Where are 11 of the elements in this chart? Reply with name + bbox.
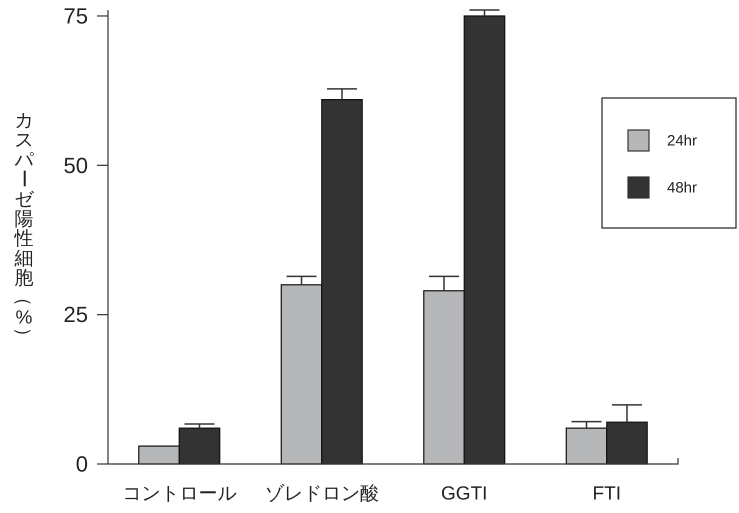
- y-tick-label: 50: [64, 152, 88, 178]
- x-tick-label: ゾレドロン酸: [264, 484, 379, 504]
- x-tick-label: GGTI: [441, 484, 488, 504]
- y-tick-label: 25: [64, 302, 88, 328]
- legend-label: 48hr: [667, 180, 698, 196]
- y-axis-title: カスパーゼ陽性細胞（%）: [12, 110, 34, 346]
- y-tick-label: 75: [64, 3, 88, 28]
- x-tick-label: コントロール: [122, 484, 236, 504]
- x-tick-label: FTI: [592, 484, 621, 504]
- y-tick-label: 0: [76, 452, 88, 476]
- legend-label: 24hr: [667, 132, 698, 150]
